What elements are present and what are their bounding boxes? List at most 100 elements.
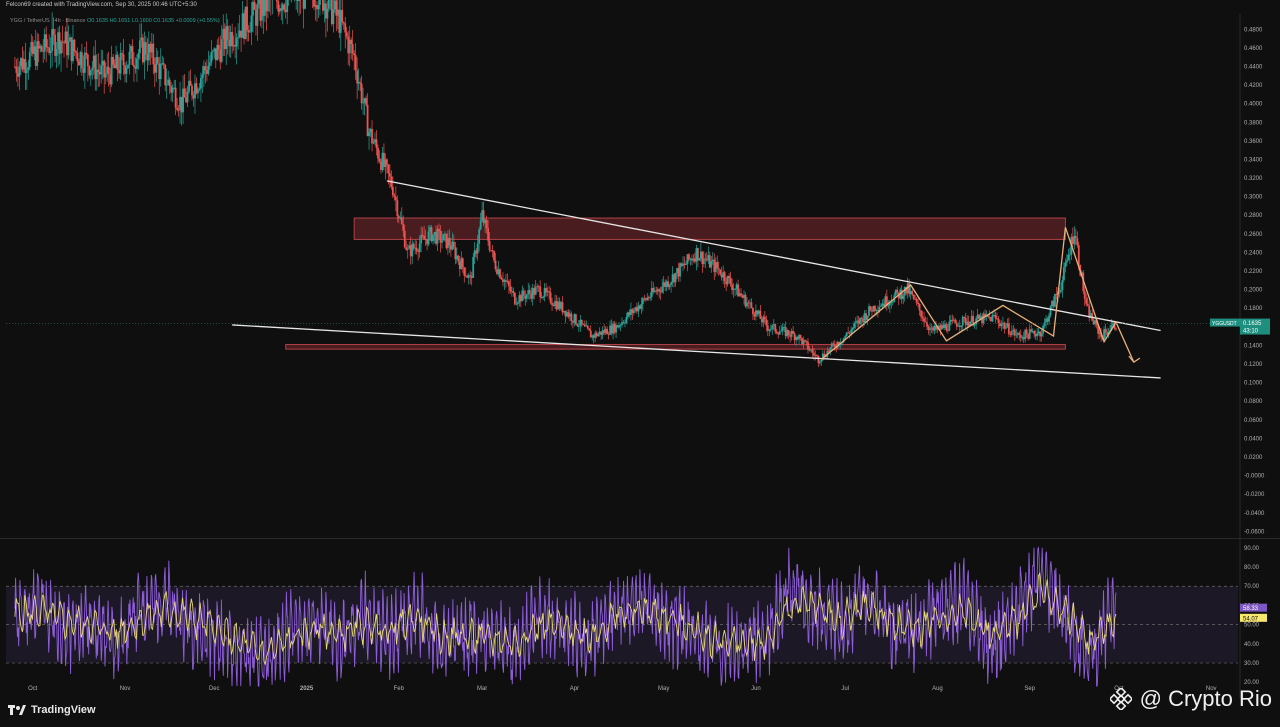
x-tick-label-4: Feb	[394, 686, 405, 692]
rsi-panel[interactable]: 90.0080.0070.0060.0050.0040.0030.0020.00…	[0, 538, 1280, 698]
candle-body-489	[741, 295, 744, 298]
candle-body-330	[505, 280, 507, 282]
candle-body-669	[1009, 334, 1012, 335]
candle-body-299	[458, 261, 461, 270]
candle-body-684	[1031, 331, 1034, 332]
rsi-value-label: 58.33	[1243, 606, 1259, 612]
candle-body-448	[680, 263, 683, 266]
candle-body-544	[823, 353, 826, 357]
candle-body-545	[824, 356, 827, 358]
price-label-symbol: YGGUSDT	[1212, 321, 1237, 327]
supply-zone-0	[353, 217, 1066, 240]
candle-body-314	[481, 210, 484, 221]
candle-body-246	[380, 161, 382, 170]
candle-body-64	[109, 74, 112, 85]
candle-body-234	[362, 102, 365, 104]
candle-body-66	[112, 56, 115, 65]
candle-body-585	[884, 296, 887, 306]
candle-body-15	[36, 41, 39, 66]
candle-body-27	[54, 34, 57, 56]
candle-body-84	[139, 40, 141, 54]
candle-body-449	[682, 263, 684, 266]
candle-body-263	[405, 247, 408, 250]
candle-body-229	[354, 55, 357, 71]
candle-body-309	[473, 250, 476, 257]
candle-body-526	[796, 336, 799, 340]
candle-body-521	[789, 335, 792, 337]
rsi-ma-label: 54.07	[1243, 616, 1259, 622]
candle-body-390	[594, 332, 597, 338]
candle-body-85	[140, 37, 143, 41]
candle-body-50	[88, 66, 91, 76]
candle-body-403	[613, 323, 616, 333]
candle-body-715	[1077, 245, 1080, 266]
candle-body-677	[1021, 337, 1024, 339]
candle-body-727	[1095, 320, 1098, 325]
candle-body-411	[625, 317, 628, 323]
candle-body-168	[263, 0, 266, 16]
candle-body-13	[33, 46, 36, 54]
candle-body-562	[850, 329, 853, 334]
candle-body-649	[979, 315, 982, 319]
price-tick-label-13: 0.2200	[1244, 269, 1263, 275]
candle-body-307	[470, 276, 473, 278]
candle-body-281	[432, 234, 434, 242]
candle-body-194	[302, 0, 305, 9]
candle-body-665	[1003, 322, 1006, 329]
candle-body-611	[923, 318, 925, 322]
candle-body-241	[372, 142, 375, 144]
candle-body-380	[579, 319, 582, 326]
candle-body-661	[997, 318, 1000, 323]
candle-body-207	[322, 0, 324, 11]
price-tick-label-6: 0.3600	[1244, 139, 1263, 145]
candle-body-692	[1043, 322, 1046, 326]
candle-body-517	[783, 327, 786, 328]
candle-body-96	[156, 57, 159, 64]
candle-body-367	[560, 302, 562, 309]
candle-body-55	[95, 69, 98, 80]
x-tick-label-0: Oct	[28, 686, 38, 692]
candle-body-504	[763, 316, 766, 320]
candle-body-138	[219, 49, 222, 62]
candle-body-479	[726, 275, 729, 285]
candle-body-705	[1063, 267, 1065, 281]
candle-body-178	[278, 8, 281, 12]
candle-body-644	[972, 315, 975, 326]
candle-body-313	[479, 220, 482, 230]
candle-body-530	[802, 340, 805, 345]
candle-body-487	[738, 293, 741, 297]
candle-body-190	[296, 0, 299, 2]
candle-body-492	[746, 302, 748, 307]
rsi-value-tag	[1240, 603, 1267, 612]
candle-body-732	[1103, 329, 1105, 340]
candle-body-418	[635, 307, 638, 312]
candle-body-629	[949, 319, 952, 322]
candle-body-420	[638, 305, 641, 309]
tradingview-logo[interactable]: TradingView	[8, 704, 96, 716]
candle-body-243	[375, 139, 378, 149]
rsi-ma-line	[14, 572, 1117, 666]
candle-body-142	[225, 26, 228, 50]
candle-body-266	[409, 245, 412, 257]
candle-body-83	[137, 53, 140, 59]
candle-body-130	[207, 65, 210, 74]
candle-body-254	[391, 186, 394, 196]
candle-body-11	[30, 42, 33, 53]
price-tick-label-5: 0.3800	[1244, 120, 1263, 126]
candle-body-613	[926, 322, 928, 327]
x-tick-label-13: Nov	[1206, 686, 1217, 692]
candle-body-427	[649, 296, 652, 299]
candle-body-43	[78, 61, 80, 66]
price-tick-label-0: 0.4800	[1244, 27, 1263, 33]
candle-body-672	[1013, 329, 1016, 336]
candle-body-632	[954, 319, 957, 324]
symbol-legend[interactable]: YGG / TetherUS · 4h · Binance O0.1635 H0…	[10, 18, 220, 24]
candle-body-419	[637, 305, 640, 312]
candle-body-90	[147, 43, 150, 61]
candle-body-215	[333, 0, 336, 10]
price-chart[interactable]: 0.4800 0.4600 0.4400 0.4200 0.4000 0.3800 0.36…	[0, 0, 1280, 540]
candle-body-636	[960, 325, 963, 327]
candle-body-733	[1104, 329, 1107, 333]
candle-body-366	[558, 301, 561, 309]
candle-body-37	[69, 37, 71, 42]
